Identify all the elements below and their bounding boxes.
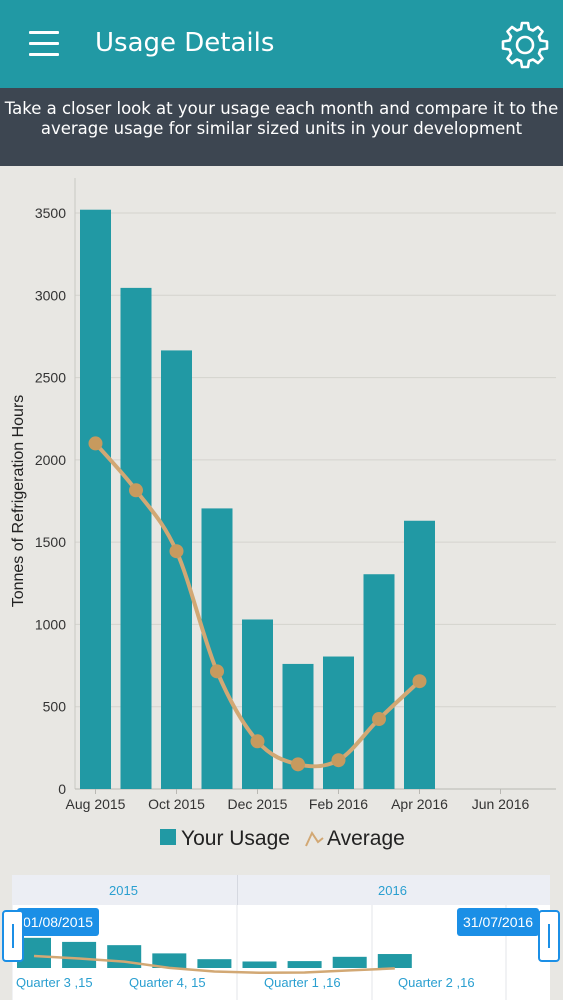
legend-label-average: Average xyxy=(327,827,405,850)
usage-bar xyxy=(323,656,354,789)
usage-bar xyxy=(242,619,273,789)
usage-chart: 0 500 1000 1500 2000 2500 3000 3500 Tonnes of Re… xyxy=(0,166,563,876)
y-tick-label: 1000 xyxy=(35,616,66,632)
navigator-average-line xyxy=(33,954,395,974)
y-tick-label: 1500 xyxy=(35,534,66,550)
navigator-year-bar xyxy=(12,875,550,905)
navigator-quarter-label: Quarter 3 ,15 xyxy=(16,975,93,990)
usage-bar xyxy=(80,209,111,790)
average-point xyxy=(372,712,386,727)
navigator-quarter-label: Quarter 4, 15 xyxy=(129,975,206,990)
gear-icon[interactable] xyxy=(500,20,550,70)
usage-bar xyxy=(120,287,152,789)
average-line xyxy=(93,442,421,769)
y-tick-label: 3000 xyxy=(35,287,66,303)
average-point xyxy=(210,664,224,679)
x-tick-label: Jun 2016 xyxy=(472,796,530,812)
navigator-bar xyxy=(332,956,367,968)
navigator-bar xyxy=(377,954,412,968)
average-point xyxy=(169,544,184,559)
navigator-start-handle[interactable] xyxy=(2,910,24,962)
x-tick-label: Aug 2015 xyxy=(66,796,126,812)
usage-bar xyxy=(161,350,192,789)
y-tick-label: 2500 xyxy=(35,370,66,386)
navigator-year-2016: 2016 xyxy=(378,883,407,898)
average-point xyxy=(129,483,143,498)
navigator-end-date: 31/07/2016 xyxy=(457,908,540,936)
usage-bar xyxy=(363,574,395,789)
y-tick-label: 500 xyxy=(43,699,67,715)
navigator-bar xyxy=(152,953,187,968)
average-point xyxy=(412,674,427,689)
x-tick-label: Dec 2015 xyxy=(228,796,288,812)
usage-bar xyxy=(404,520,435,789)
x-tick-label: Oct 2015 xyxy=(148,796,205,812)
average-point xyxy=(88,436,103,451)
navigator-quarter-label: Quarter 2 ,16 xyxy=(398,975,475,990)
x-tick-label: Apr 2016 xyxy=(391,796,448,812)
navigator-bar xyxy=(197,959,232,968)
info-banner: Take a closer look at your usage each mo… xyxy=(0,88,563,166)
hamburger-menu-icon[interactable] xyxy=(29,31,59,57)
page-title: Usage Details xyxy=(95,28,275,58)
app-header: Usage Details xyxy=(0,0,563,88)
navigator-quarter-label: Quarter 1 ,16 xyxy=(264,975,341,990)
navigator-bar xyxy=(62,941,97,968)
navigator-mini-chart xyxy=(12,905,507,1000)
navigator-bar xyxy=(287,961,322,968)
navigator-bar xyxy=(242,961,277,968)
legend-label-usage: Your Usage xyxy=(181,827,290,850)
usage-bar xyxy=(201,508,233,789)
y-tick-label: 2000 xyxy=(35,452,66,468)
range-navigator[interactable]: 2015 2016 Quarter 3 ,15 Quarter 4, 15 Qu… xyxy=(2,875,560,1000)
legend-swatch-usage xyxy=(160,829,176,845)
legend-swatch-average xyxy=(305,830,324,847)
navigator-year-2015: 2015 xyxy=(109,883,138,898)
y-tick-label: 3500 xyxy=(35,205,66,221)
y-axis-title: Tonnes of Refrigeration Hours xyxy=(10,395,27,608)
navigator-start-date: 01/08/2015 xyxy=(17,908,100,936)
y-tick-label: 0 xyxy=(58,781,66,797)
navigator-bar xyxy=(107,945,142,968)
navigator-end-handle[interactable] xyxy=(538,910,560,962)
x-tick-label: Feb 2016 xyxy=(309,796,368,812)
average-point xyxy=(291,757,305,772)
average-point xyxy=(250,734,265,749)
average-point xyxy=(331,753,346,768)
